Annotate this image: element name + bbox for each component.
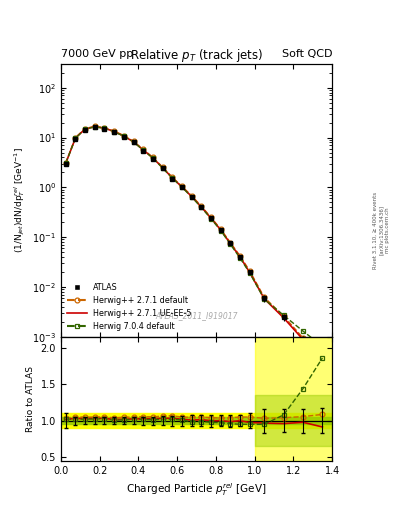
Text: 7000 GeV pp: 7000 GeV pp — [61, 49, 133, 59]
Title: Relative $p_T$ (track jets): Relative $p_T$ (track jets) — [130, 47, 263, 64]
Y-axis label: (1/N$_{jet}$)dN/dp$_T^{rel}$ [GeV$^{-1}$]: (1/N$_{jet}$)dN/dp$_T^{rel}$ [GeV$^{-1}$… — [12, 147, 26, 253]
Text: Rivet 3.1.10, ≥ 400k events
[arXiv:1306.3436]
mc plots.cern.ch: Rivet 3.1.10, ≥ 400k events [arXiv:1306.… — [373, 192, 389, 269]
Text: Soft QCD: Soft QCD — [282, 49, 332, 59]
X-axis label: Charged Particle $p_T^{rel}$ [GeV]: Charged Particle $p_T^{rel}$ [GeV] — [126, 481, 267, 498]
Text: ATLAS_2011_I919017: ATLAS_2011_I919017 — [155, 311, 238, 321]
Y-axis label: Ratio to ATLAS: Ratio to ATLAS — [26, 366, 35, 432]
Legend: ATLAS, Herwig++ 2.7.1 default, Herwig++ 2.7.1 UE-EE-5, Herwig 7.0.4 default: ATLAS, Herwig++ 2.7.1 default, Herwig++ … — [64, 280, 195, 334]
